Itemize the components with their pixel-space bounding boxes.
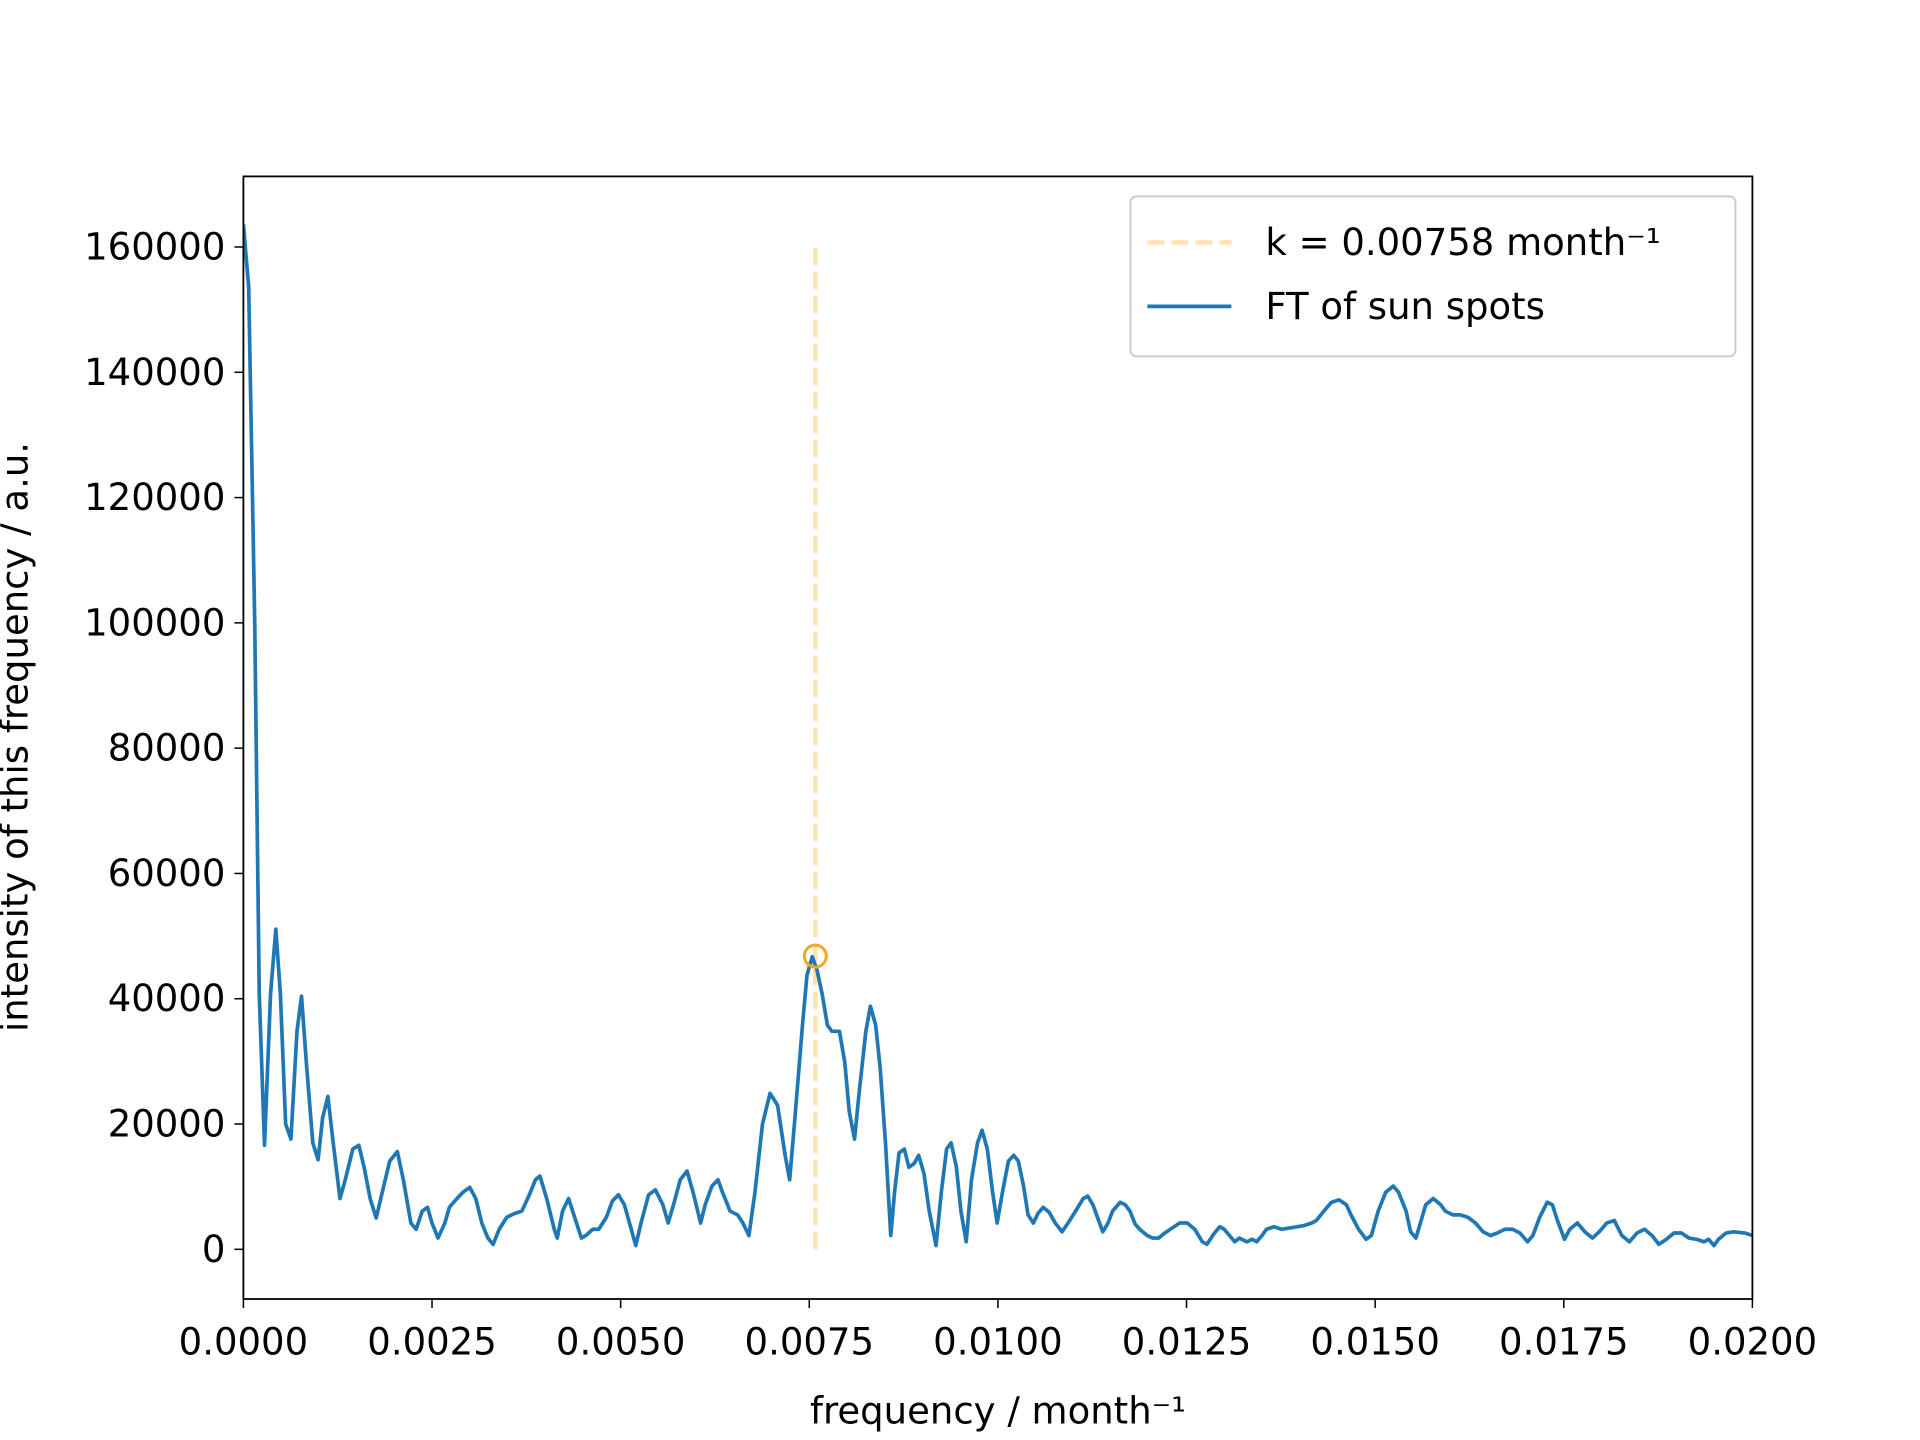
x-tick-label: 0.0025 — [367, 1321, 496, 1364]
y-tick-label: 120000 — [84, 476, 225, 519]
y-tick-label: 60000 — [108, 852, 226, 895]
legend-label: k = 0.00758 month⁻¹ — [1265, 221, 1660, 264]
x-tick-label: 0.0100 — [933, 1321, 1062, 1364]
x-tick-label: 0.0125 — [1122, 1321, 1251, 1364]
x-tick-label: 0.0000 — [179, 1321, 308, 1364]
axes-frame — [242, 175, 1754, 1300]
x-tick-label: 0.0150 — [1310, 1321, 1439, 1364]
legend-box — [1129, 195, 1737, 358]
x-axis-label: frequency / month⁻¹ — [810, 1390, 1186, 1433]
y-tick-label: 100000 — [84, 601, 225, 644]
x-tick-label: 0.0050 — [556, 1321, 685, 1364]
legend-label: FT of sun spots — [1265, 285, 1545, 328]
y-tick-label: 140000 — [84, 351, 225, 394]
x-tick-label: 0.0175 — [1499, 1321, 1628, 1364]
peak-marker — [802, 943, 828, 969]
y-tick-label: 80000 — [108, 727, 226, 770]
x-tick-label: 0.0200 — [1688, 1321, 1817, 1364]
y-tick-label: 20000 — [108, 1103, 226, 1146]
series-line — [243, 224, 1753, 1248]
y-axis-label: intensity of this frequency / a.u. — [0, 442, 37, 1032]
y-tick-label: 160000 — [84, 226, 225, 269]
y-tick-label: 40000 — [108, 977, 226, 1020]
y-tick-label: 0 — [202, 1228, 226, 1271]
x-tick-label: 0.0075 — [745, 1321, 874, 1364]
